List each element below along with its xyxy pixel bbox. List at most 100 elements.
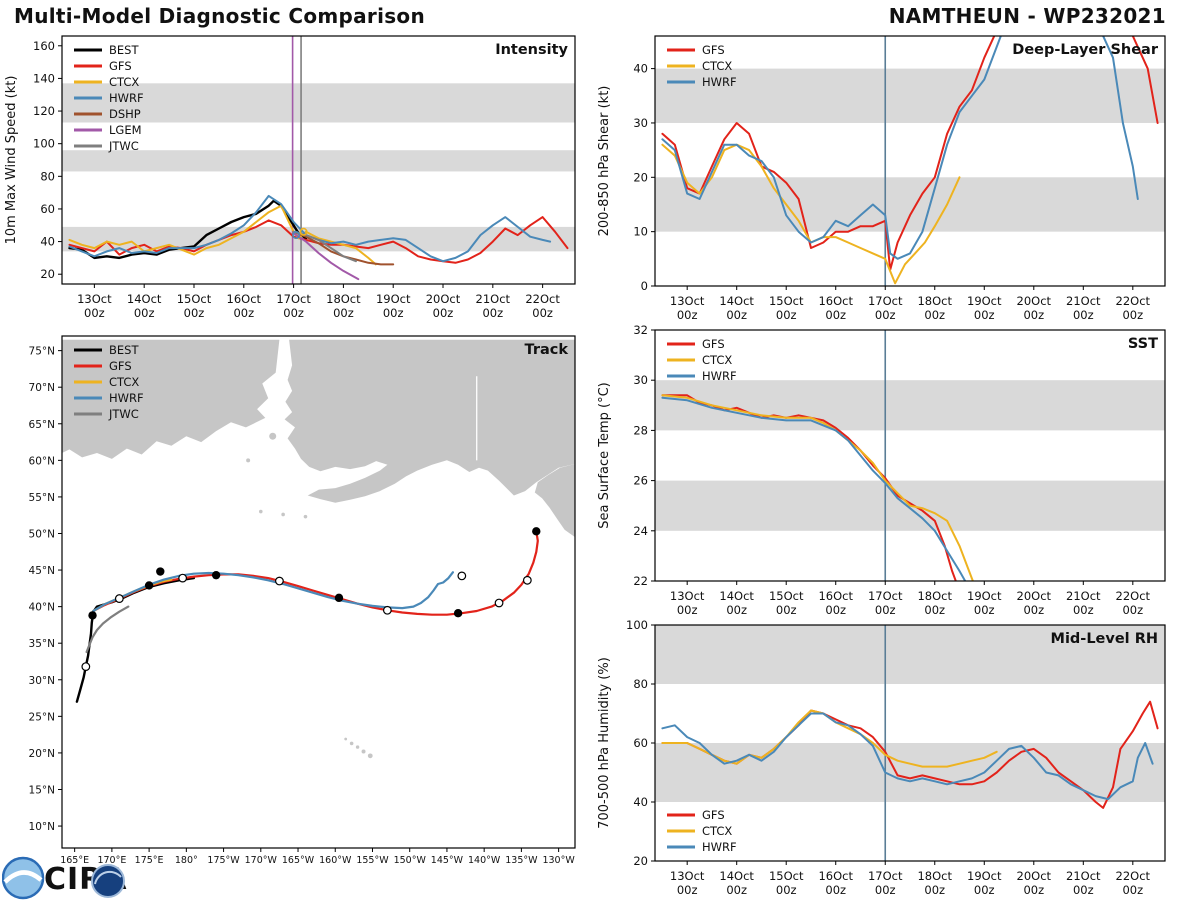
x-tick-label: 00z bbox=[1122, 308, 1143, 322]
y-tick-label: 32 bbox=[633, 323, 648, 337]
x-tick-label: 00z bbox=[776, 308, 797, 322]
legend-label-gfs: GFS bbox=[702, 337, 725, 351]
legend-label-ctcx: CTCX bbox=[702, 59, 732, 73]
panel-title: SST bbox=[1128, 336, 1158, 352]
x-tick-label: 15Oct bbox=[769, 869, 804, 883]
y-tick-label: 160 bbox=[33, 39, 55, 53]
x-tick-label: 21Oct bbox=[1066, 294, 1101, 308]
x-tick-label: 00z bbox=[974, 308, 995, 322]
x-tick-label: 00z bbox=[532, 306, 553, 320]
series-hwrf-line bbox=[661, 36, 1139, 260]
x-tick-label: 16Oct bbox=[818, 589, 853, 603]
category-band bbox=[655, 177, 1165, 232]
y-tick-label: 50°N bbox=[29, 528, 55, 540]
series-hwrf-line bbox=[92, 571, 454, 613]
x-tick-label: 00z bbox=[825, 883, 846, 897]
y-tick-label: 15°N bbox=[29, 784, 55, 796]
x-tick-label: 13Oct bbox=[670, 869, 705, 883]
legend-label-ctcx: CTCX bbox=[109, 375, 139, 389]
x-tick-label: 00z bbox=[677, 308, 698, 322]
x-tick-label: 00z bbox=[825, 603, 846, 617]
legend-label-hwrf: HWRF bbox=[702, 840, 737, 854]
legend-label-gfs: GFS bbox=[109, 59, 132, 73]
x-tick-label: 19Oct bbox=[967, 869, 1002, 883]
track-marker-12z bbox=[275, 576, 284, 586]
track-map: 10°N 15°N 20°N 25°N 30°N 35°N 40°N 45°N 50°N 55°N… bbox=[29, 335, 576, 866]
y-tick-label: 80 bbox=[633, 677, 648, 691]
y-axis-label: 200-850 hPa Shear (kt) bbox=[597, 86, 612, 237]
category-band bbox=[655, 380, 1165, 431]
track-marker-12z bbox=[178, 573, 188, 583]
x-tick-label: 00z bbox=[383, 306, 404, 320]
x-tick-label: 135°W bbox=[505, 855, 538, 866]
x-tick-label: 175°E bbox=[135, 855, 164, 866]
y-tick-label: 30 bbox=[633, 116, 648, 130]
x-tick-label: 21Oct bbox=[476, 292, 511, 306]
y-tick-label: 80 bbox=[40, 169, 55, 183]
series-hwrf-line bbox=[661, 712, 1154, 801]
x-tick-label: 00z bbox=[1023, 883, 1044, 897]
y-tick-label: 100 bbox=[33, 137, 55, 151]
cira-wave-icon bbox=[3, 870, 43, 884]
series-best-line bbox=[68, 199, 308, 260]
y-tick-label: 60 bbox=[40, 202, 55, 216]
track-marker-00z bbox=[144, 581, 154, 590]
x-tick-label: 00z bbox=[677, 603, 698, 617]
category-band bbox=[655, 68, 1165, 123]
y-tick-label: 30°N bbox=[29, 675, 55, 687]
legend-label-ctcx: CTCX bbox=[702, 353, 732, 367]
x-tick-label: 19Oct bbox=[967, 294, 1002, 308]
track-marker-00z bbox=[334, 593, 344, 603]
legend-label-ctcx: CTCX bbox=[702, 824, 732, 838]
y-tick-label: 20 bbox=[633, 854, 648, 868]
x-tick-label: 14Oct bbox=[719, 869, 754, 883]
x-tick-label: 14Oct bbox=[719, 294, 754, 308]
cira-logo: CIRA bbox=[1, 854, 132, 900]
y-tick-label: 0 bbox=[641, 279, 648, 293]
sst-chart: 22242628303213Oct00z14Oct00z15Oct00z16Oc… bbox=[597, 323, 1166, 617]
y-tick-label: 65°N bbox=[29, 419, 55, 431]
x-tick-label: 00z bbox=[233, 306, 254, 320]
x-tick-label: 00z bbox=[875, 883, 896, 897]
x-tick-label: 00z bbox=[677, 883, 698, 897]
y-tick-label: 40°N bbox=[29, 602, 55, 614]
legend-label-hwrf: HWRF bbox=[702, 75, 737, 89]
x-tick-label: 00z bbox=[283, 306, 304, 320]
y-tick-label: 20°N bbox=[29, 748, 55, 760]
axes-frame bbox=[654, 329, 1166, 582]
series-jtwc-line bbox=[85, 605, 130, 654]
y-tick-label: 40 bbox=[633, 62, 648, 76]
x-tick-label: 00z bbox=[1073, 883, 1094, 897]
legend-label-dshp: DSHP bbox=[109, 107, 141, 121]
x-tick-label: 18Oct bbox=[917, 294, 952, 308]
y-tick-label: 140 bbox=[33, 71, 55, 85]
x-tick-label: 155°W bbox=[356, 855, 389, 866]
legend-label-gfs: GFS bbox=[702, 808, 725, 822]
legend-label-hwrf: HWRF bbox=[702, 369, 737, 383]
y-tick-label: 20 bbox=[40, 267, 55, 281]
legend-label-jtwc: JTWC bbox=[108, 139, 139, 153]
cira-globe-icon bbox=[1, 856, 45, 900]
y-tick-label: 70°N bbox=[29, 382, 55, 394]
category-band bbox=[655, 625, 1165, 684]
category-band bbox=[62, 83, 575, 123]
x-tick-label: 00z bbox=[726, 603, 747, 617]
axes-frame bbox=[654, 35, 1166, 287]
y-tick-label: 26 bbox=[633, 474, 648, 488]
x-tick-label: 00z bbox=[924, 883, 945, 897]
x-tick-label: 130°W bbox=[542, 855, 575, 866]
y-tick-label: 60°N bbox=[29, 455, 55, 467]
x-tick-label: 160°W bbox=[319, 855, 352, 866]
panel-title: Mid-Level RH bbox=[1051, 631, 1158, 647]
y-tick-label: 24 bbox=[633, 524, 648, 538]
legend-label-gfs: GFS bbox=[109, 359, 132, 373]
legend-label-hwrf: HWRF bbox=[109, 391, 144, 405]
x-tick-label: 00z bbox=[1122, 883, 1143, 897]
analysis-dot bbox=[292, 231, 301, 240]
track-marker-00z bbox=[453, 609, 463, 618]
category-band bbox=[655, 743, 1165, 802]
track-marker-00z bbox=[211, 570, 221, 580]
panel-title: Intensity bbox=[495, 42, 568, 58]
series-ctcx-line bbox=[661, 394, 974, 581]
